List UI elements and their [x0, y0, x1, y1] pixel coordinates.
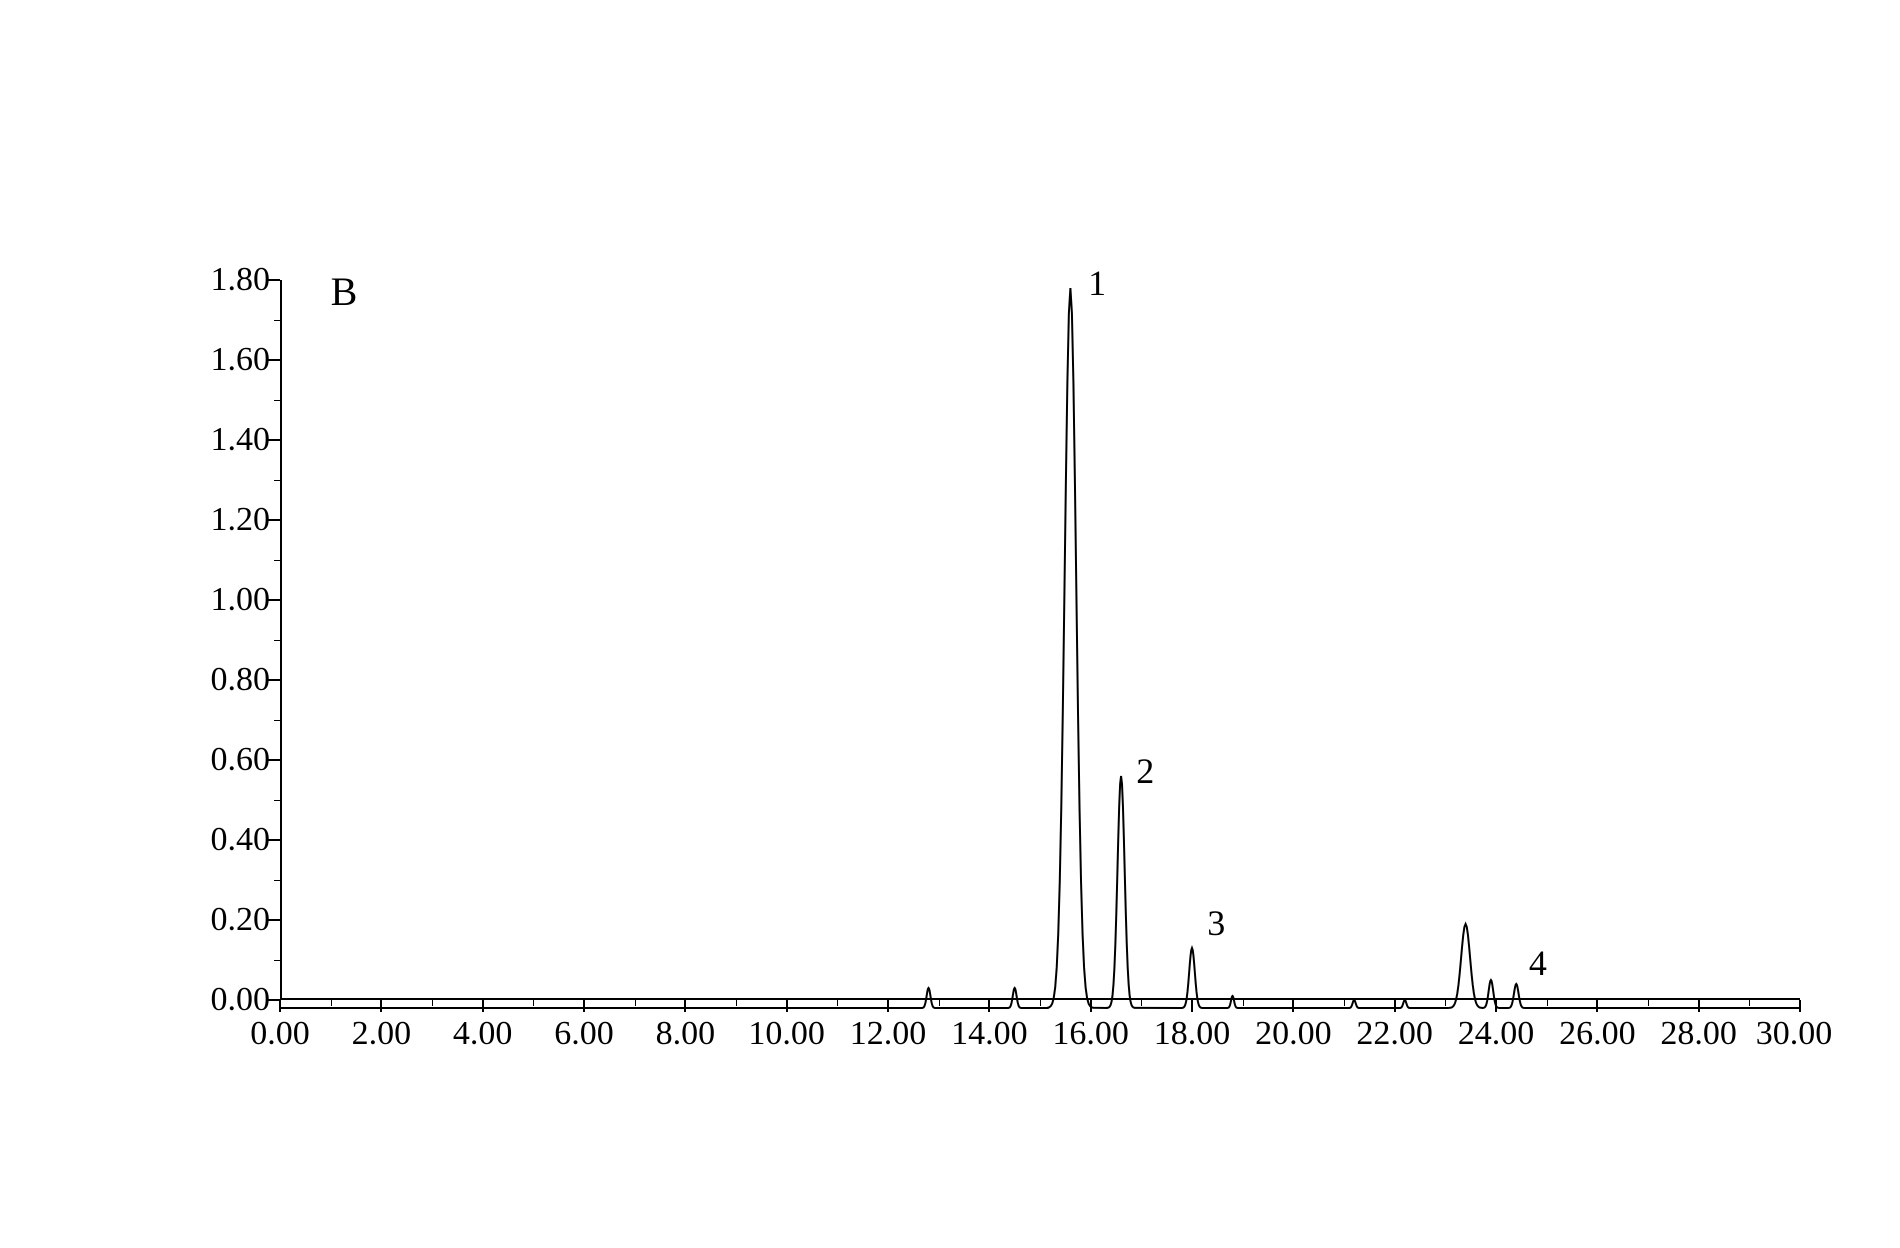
x-tick — [583, 1000, 585, 1012]
x-tick-minor — [1648, 1000, 1649, 1006]
y-tick-label: 0.60 — [170, 741, 270, 779]
y-tick-label: 1.40 — [170, 421, 270, 459]
x-tick-minor — [1243, 1000, 1244, 1006]
y-tick-minor — [274, 560, 280, 561]
y-tick-minor — [274, 720, 280, 721]
y-tick-minor — [274, 640, 280, 641]
x-tick-label: 20.00 — [1255, 1015, 1332, 1053]
x-tick-label: 6.00 — [554, 1015, 614, 1053]
x-tick-minor — [837, 1000, 838, 1006]
x-tick — [684, 1000, 686, 1012]
y-tick-label: 1.80 — [170, 261, 270, 299]
x-tick — [1799, 1000, 1801, 1012]
x-tick — [1090, 1000, 1092, 1012]
x-tick — [988, 1000, 990, 1012]
y-tick-label: 1.00 — [170, 581, 270, 619]
peak-label-4: 4 — [1529, 942, 1547, 984]
x-tick-label: 24.00 — [1458, 1015, 1535, 1053]
x-tick-minor — [432, 1000, 433, 1006]
x-tick-minor — [1749, 1000, 1750, 1006]
x-tick-minor — [1141, 1000, 1142, 1006]
x-tick — [1698, 1000, 1700, 1012]
x-tick — [279, 1000, 281, 1012]
y-tick-minor — [274, 800, 280, 801]
chromatogram-chart: B 0.000.200.400.600.801.001.201.401.601.… — [160, 280, 1820, 1110]
x-tick-label: 16.00 — [1052, 1015, 1129, 1053]
x-tick-label: 14.00 — [951, 1015, 1028, 1053]
x-tick-minor — [1344, 1000, 1345, 1006]
x-tick-minor — [1445, 1000, 1446, 1006]
y-tick-minor — [274, 480, 280, 481]
x-tick-label: 0.00 — [250, 1015, 310, 1053]
y-tick-label: 1.60 — [170, 341, 270, 379]
x-tick — [1191, 1000, 1193, 1012]
x-tick-minor — [1040, 1000, 1041, 1006]
x-tick-label: 12.00 — [850, 1015, 927, 1053]
x-tick-label: 10.00 — [748, 1015, 825, 1053]
x-tick — [1394, 1000, 1396, 1012]
x-tick — [887, 1000, 889, 1012]
panel-label: B — [331, 268, 358, 315]
x-tick — [1596, 1000, 1598, 1012]
y-tick-label: 1.20 — [170, 501, 270, 539]
y-tick-minor — [274, 320, 280, 321]
x-tick-minor — [635, 1000, 636, 1006]
peak-label-3: 3 — [1207, 902, 1225, 944]
x-tick-minor — [533, 1000, 534, 1006]
x-tick-label: 22.00 — [1356, 1015, 1433, 1053]
y-tick-minor — [274, 960, 280, 961]
x-tick-minor — [736, 1000, 737, 1006]
x-tick — [1495, 1000, 1497, 1012]
x-tick-label: 28.00 — [1660, 1015, 1737, 1053]
x-tick-minor — [331, 1000, 332, 1006]
x-tick — [1292, 1000, 1294, 1012]
x-tick-label: 2.00 — [352, 1015, 412, 1053]
y-tick-minor — [274, 880, 280, 881]
x-tick-minor — [1547, 1000, 1548, 1006]
chromatogram-trace — [280, 280, 1800, 1000]
y-tick-label: 0.00 — [170, 981, 270, 1019]
x-tick-label: 26.00 — [1559, 1015, 1636, 1053]
x-tick — [786, 1000, 788, 1012]
y-tick-label: 0.20 — [170, 901, 270, 939]
x-tick-label: 18.00 — [1154, 1015, 1231, 1053]
x-tick-label: 30.00 — [1756, 1015, 1833, 1053]
peak-label-1: 1 — [1088, 262, 1106, 304]
y-tick-label: 0.80 — [170, 661, 270, 699]
x-tick — [380, 1000, 382, 1012]
peak-label-2: 2 — [1136, 750, 1154, 792]
x-tick-label: 4.00 — [453, 1015, 513, 1053]
x-tick-minor — [939, 1000, 940, 1006]
x-tick — [482, 1000, 484, 1012]
plot-area: B 0.000.200.400.600.801.001.201.401.601.… — [280, 280, 1800, 1000]
x-tick-label: 8.00 — [656, 1015, 716, 1053]
y-tick-minor — [274, 400, 280, 401]
y-tick-label: 0.40 — [170, 821, 270, 859]
